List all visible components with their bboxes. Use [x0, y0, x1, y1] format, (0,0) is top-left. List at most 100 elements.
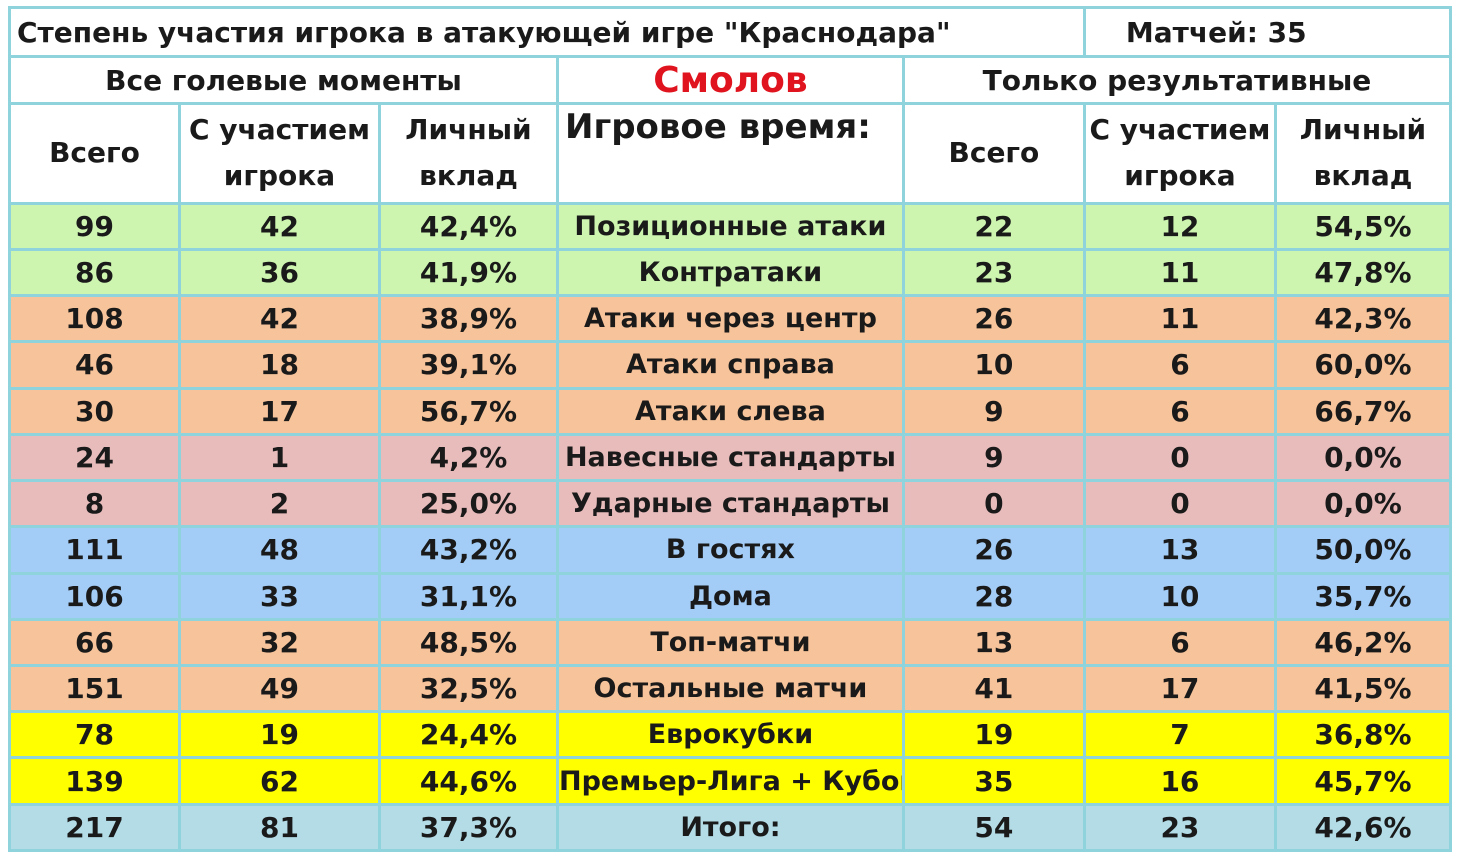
header-personal-left: Личный вклад: [381, 104, 556, 202]
cell-category-label: Атаки слева: [558, 389, 902, 433]
table-row: 111 48 43,2% В гостях 26 13 50,0%: [11, 528, 1449, 572]
cell-scoring-total: 28: [904, 574, 1083, 618]
header-total-left: Всего: [11, 104, 178, 202]
table-row: 217 81 37,3% Итого: 54 23 42,6%: [11, 805, 1449, 849]
cell-all-personal-pct: 48,5%: [381, 620, 556, 664]
cell-scoring-total: 41: [904, 666, 1083, 711]
cell-all-personal-pct: 41,9%: [381, 250, 556, 295]
cell-scoring-total: 54: [904, 805, 1083, 849]
cell-all-with-player: 42: [180, 204, 379, 248]
cell-scoring-total: 13: [904, 620, 1083, 664]
cell-all-total: 46: [11, 343, 178, 387]
cell-all-personal-pct: 32,5%: [381, 666, 556, 711]
cell-scoring-personal-pct: 46,2%: [1276, 620, 1449, 664]
cell-all-with-player: 81: [180, 805, 379, 849]
cell-all-personal-pct: 4,2%: [381, 435, 556, 480]
cell-all-personal-pct: 31,1%: [381, 574, 556, 618]
cell-all-personal-pct: 43,2%: [381, 528, 556, 572]
cell-all-with-player: 19: [180, 713, 379, 757]
cell-scoring-personal-pct: 47,8%: [1276, 250, 1449, 295]
cell-scoring-total: 0: [904, 482, 1083, 526]
cell-all-personal-pct: 56,7%: [381, 389, 556, 433]
cell-all-with-player: 1: [180, 435, 379, 480]
cell-all-with-player: 48: [180, 528, 379, 572]
section-scoring-only: Только результативные: [904, 58, 1449, 102]
cell-all-with-player: 32: [180, 620, 379, 664]
cell-scoring-total: 19: [904, 713, 1083, 757]
table-row: 8 2 25,0% Ударные стандарты 0 0 0,0%: [11, 482, 1449, 526]
cell-category-label: Остальные матчи: [558, 666, 902, 711]
header-personal-right: Личный вклад: [1276, 104, 1449, 202]
cell-category-label: Еврокубки: [558, 713, 902, 757]
cell-all-with-player: 49: [180, 666, 379, 711]
table-row: 30 17 56,7% Атаки слева 9 6 66,7%: [11, 389, 1449, 433]
cell-scoring-with-player: 10: [1085, 574, 1274, 618]
table-row: 86 36 41,9% Контратаки 23 11 47,8%: [11, 250, 1449, 295]
cell-category-label: Итого:: [558, 805, 902, 849]
cell-scoring-total: 26: [904, 297, 1083, 341]
cell-all-total: 106: [11, 574, 178, 618]
table-title: Степень участия игрока в атакующей игре …: [11, 9, 1083, 56]
table-row: 139 62 44,6% Премьер-Лига + Кубок 35 16 45,7%: [11, 759, 1449, 803]
cell-scoring-total: 26: [904, 528, 1083, 572]
cell-all-total: 30: [11, 389, 178, 433]
cell-scoring-personal-pct: 42,3%: [1276, 297, 1449, 341]
table-row: 99 42 42,4% Позиционные атаки 22 12 54,5%: [11, 204, 1449, 248]
cell-all-personal-pct: 24,4%: [381, 713, 556, 757]
cell-all-with-player: 62: [180, 759, 379, 803]
cell-scoring-with-player: 12: [1085, 204, 1274, 248]
table-row: 78 19 24,4% Еврокубки 19 7 36,8%: [11, 713, 1449, 757]
cell-category-label: Дома: [558, 574, 902, 618]
header-row: Всего С участием игрока Личный вклад Игров…: [11, 104, 1449, 202]
cell-all-personal-pct: 37,3%: [381, 805, 556, 849]
cell-all-personal-pct: 42,4%: [381, 204, 556, 248]
cell-all-with-player: 2: [180, 482, 379, 526]
cell-category-label: Навесные стандарты: [558, 435, 902, 480]
cell-scoring-personal-pct: 42,6%: [1276, 805, 1449, 849]
cell-scoring-personal-pct: 50,0%: [1276, 528, 1449, 572]
cell-all-total: 78: [11, 713, 178, 757]
cell-all-total: 8: [11, 482, 178, 526]
cell-scoring-with-player: 0: [1085, 482, 1274, 526]
table-row: 108 42 38,9% Атаки через центр 26 11 42,3%: [11, 297, 1449, 341]
header-with-player-right: С участием игрока: [1085, 104, 1274, 202]
cell-scoring-with-player: 6: [1085, 620, 1274, 664]
cell-scoring-personal-pct: 66,7%: [1276, 389, 1449, 433]
cell-scoring-with-player: 6: [1085, 389, 1274, 433]
cell-all-total: 24: [11, 435, 178, 480]
cell-category-label: Топ-матчи: [558, 620, 902, 664]
cell-scoring-with-player: 0: [1085, 435, 1274, 480]
cell-scoring-personal-pct: 0,0%: [1276, 482, 1449, 526]
cell-scoring-total: 9: [904, 435, 1083, 480]
header-game-time: Игровое время:: [558, 104, 902, 202]
cell-scoring-with-player: 17: [1085, 666, 1274, 711]
table-row: 46 18 39,1% Атаки справа 10 6 60,0%: [11, 343, 1449, 387]
cell-scoring-total: 9: [904, 389, 1083, 433]
cell-scoring-personal-pct: 41,5%: [1276, 666, 1449, 711]
cell-all-personal-pct: 38,9%: [381, 297, 556, 341]
cell-category-label: Контратаки: [558, 250, 902, 295]
cell-scoring-with-player: 23: [1085, 805, 1274, 849]
cell-all-total: 99: [11, 204, 178, 248]
cell-scoring-personal-pct: 35,7%: [1276, 574, 1449, 618]
cell-all-total: 66: [11, 620, 178, 664]
header-total-right: Всего: [904, 104, 1083, 202]
cell-scoring-with-player: 13: [1085, 528, 1274, 572]
section-row: Все голевые моменты Смолов Только резуль…: [11, 58, 1449, 102]
table-row: 151 49 32,5% Остальные матчи 41 17 41,5%: [11, 666, 1449, 711]
cell-category-label: Позиционные атаки: [558, 204, 902, 248]
cell-all-total: 217: [11, 805, 178, 849]
player-participation-table: Степень участия игрока в атакующей игре …: [8, 6, 1452, 852]
cell-scoring-total: 22: [904, 204, 1083, 248]
cell-all-total: 151: [11, 666, 178, 711]
cell-all-with-player: 18: [180, 343, 379, 387]
cell-all-personal-pct: 39,1%: [381, 343, 556, 387]
cell-all-total: 108: [11, 297, 178, 341]
header-with-player-left: С участием игрока: [180, 104, 379, 202]
cell-scoring-with-player: 7: [1085, 713, 1274, 757]
stats-table-container: Степень участия игрока в атакующей игре …: [8, 6, 1452, 852]
cell-all-total: 139: [11, 759, 178, 803]
cell-category-label: В гостях: [558, 528, 902, 572]
cell-scoring-with-player: 6: [1085, 343, 1274, 387]
cell-all-personal-pct: 44,6%: [381, 759, 556, 803]
